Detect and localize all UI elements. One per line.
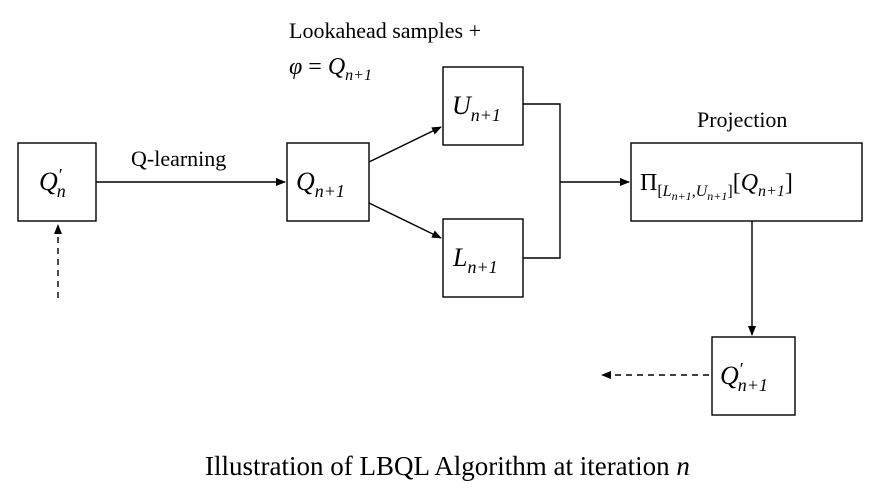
projection-box [630,142,863,222]
q-n-prime-label: Q′ n [39,165,66,201]
lookahead-label-line2: φ = Qn+1 [289,54,372,84]
arrow-to-lower [368,202,442,239]
q-next-prime-label: Q′ n+1 [720,359,768,395]
lower-bound-label: Ln+1 [452,243,498,277]
q-learning-label: Q-learning [131,146,226,171]
figure-caption: Illustration of LBQL Algorithm at iterat… [205,451,690,481]
q-next-box [286,142,370,222]
arrow-to-upper [368,126,442,163]
bound-merge-bracket [523,103,561,259]
u-next-box [442,66,524,146]
projection-label: Projection [697,107,787,132]
projection-formula: Π[Ln+1,Un+1][Qn+1] [640,170,793,203]
q-next-label: Qn+1 [296,167,345,201]
q-n-prime-box [17,142,97,222]
q-next-prime-box [711,336,796,416]
lookahead-label-line1: Lookahead samples + [289,18,481,43]
upper-bound-label: Un+1 [452,91,501,125]
